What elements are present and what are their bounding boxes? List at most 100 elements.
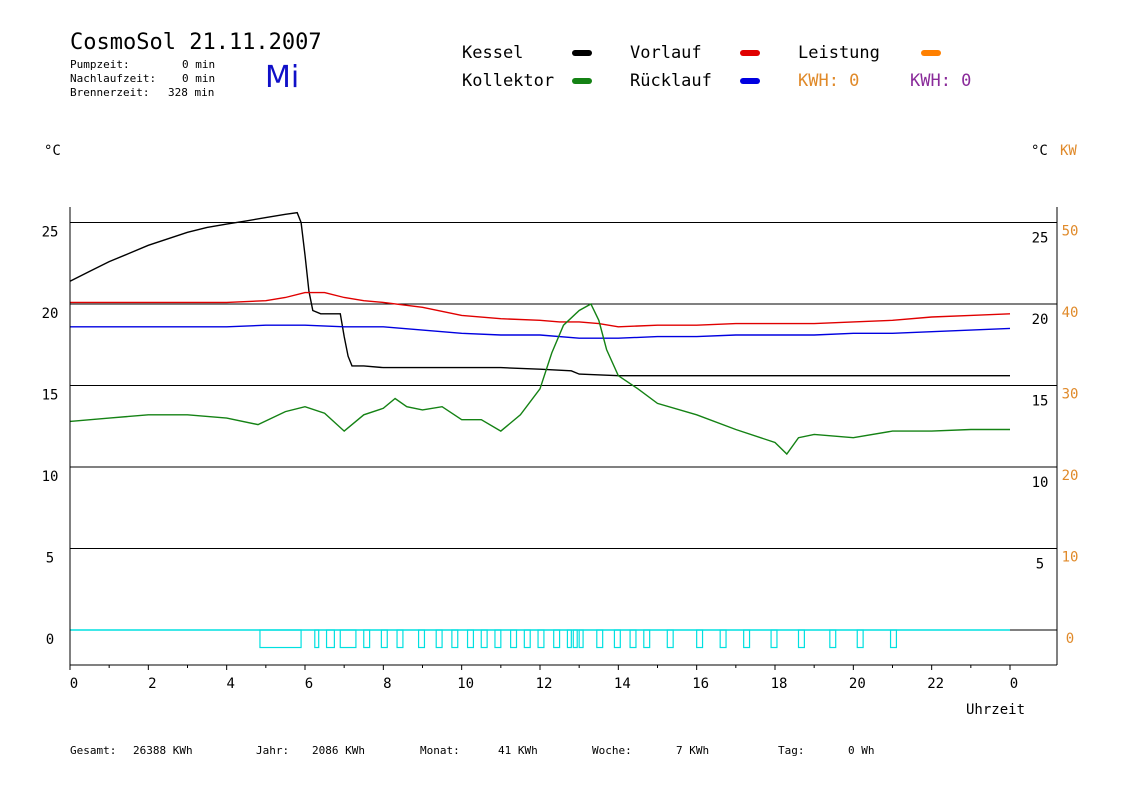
footer-woche-label: Woche: xyxy=(592,744,632,757)
pump-segment xyxy=(417,629,426,649)
x-tick-label: 0 xyxy=(70,676,78,692)
pump-segment xyxy=(770,629,778,649)
pump-segment xyxy=(578,629,584,649)
pump-segment xyxy=(629,629,637,649)
legend-kwh-purple: KWH: 0 xyxy=(910,71,972,91)
legend-kessel-swatch xyxy=(572,50,592,56)
x-tick-label: 8 xyxy=(383,676,391,692)
y-left-tick-label: 25 xyxy=(42,225,59,241)
pump-segment xyxy=(596,629,604,649)
legend-vorlauf-label: Vorlauf xyxy=(630,43,702,63)
pump-segment xyxy=(363,629,371,649)
pump-time-value: 0 min xyxy=(182,58,216,71)
nachlauf-time-label: Nachlaufzeit: xyxy=(70,72,157,85)
pump-segment xyxy=(856,629,864,649)
pump-segment xyxy=(510,629,518,649)
y-right-kw-tick-label: 50 xyxy=(1062,224,1079,240)
legend-vorlauf-swatch xyxy=(740,50,760,56)
legend-kwh-orange: KWH: 0 xyxy=(798,71,860,91)
chart-title: CosmoSol 21.11.2007 xyxy=(70,30,322,55)
legend-leistung-label: Leistung xyxy=(798,43,880,63)
x-tick-label: 14 xyxy=(614,676,631,692)
pump-segment xyxy=(553,629,561,649)
footer-monat-label: Monat: xyxy=(420,744,460,757)
pump-segment xyxy=(259,629,302,649)
legend-ruecklauf-swatch xyxy=(740,78,760,84)
y-left-tick-label: 10 xyxy=(42,469,59,485)
legend-leistung-swatch xyxy=(921,50,941,56)
x-axis-label: Uhrzeit xyxy=(966,702,1026,718)
pump-segment xyxy=(494,629,502,649)
footer-gesamt-value: 26388 KWh xyxy=(133,744,193,757)
pump-segment xyxy=(719,629,727,649)
pump-segment xyxy=(566,629,572,649)
y-right-c-tick-label: 25 xyxy=(1032,231,1049,247)
pump-segment xyxy=(435,629,443,649)
y-right-c-tick-label: 20 xyxy=(1032,312,1049,328)
pump-segment xyxy=(572,629,578,649)
x-tick-label: 20 xyxy=(849,676,866,692)
y-right-c-tick-label: 5 xyxy=(1036,557,1044,573)
x-tick-label: 22 xyxy=(927,676,944,692)
pump-segment xyxy=(696,629,704,649)
x-tick-label: 2 xyxy=(148,676,156,692)
pump-segment xyxy=(523,629,531,649)
footer-tag-value: 0 Wh xyxy=(848,744,875,757)
pump-segment xyxy=(889,629,898,649)
y-left-unit-label: °C xyxy=(44,143,61,159)
pump-segment xyxy=(380,629,388,649)
y-left-tick-label: 0 xyxy=(46,632,54,648)
y-left-tick-label: 15 xyxy=(42,388,59,404)
footer-jahr-value: 2086 KWh xyxy=(312,744,365,757)
weekday-label: Mi xyxy=(265,60,300,95)
footer-tag-label: Tag: xyxy=(778,744,805,757)
x-tick-label: 16 xyxy=(692,676,709,692)
pump-segment xyxy=(314,629,320,649)
x-tick-label: 0 xyxy=(1010,676,1018,692)
footer-monat-value: 41 KWh xyxy=(498,744,538,757)
y-right-unit-label-c: °C xyxy=(1031,143,1048,159)
legend-kollektor-label: Kollektor xyxy=(462,71,555,91)
y-right-kw-tick-label: 40 xyxy=(1062,305,1079,321)
y-left-tick-label: 20 xyxy=(42,306,59,322)
pump-segment xyxy=(666,629,674,649)
y-right-unit-label-kw: KW xyxy=(1060,143,1077,159)
brenner-time-label: Brennerzeit: xyxy=(70,86,150,99)
footer-woche-value: 7 KWh xyxy=(676,744,710,757)
legend-ruecklauf-label: Rücklauf xyxy=(630,71,712,91)
y-right-c-tick-label: 10 xyxy=(1032,475,1049,491)
y-right-c-tick-label: 15 xyxy=(1032,394,1049,410)
y-right-kw-tick-label: 20 xyxy=(1062,468,1079,484)
pump-segment xyxy=(325,629,335,649)
series-rcklauf-line xyxy=(70,324,1011,339)
series-vorlauf-line xyxy=(70,291,1011,328)
y-right-kw-tick-label: 10 xyxy=(1062,550,1079,566)
x-tick-label: 6 xyxy=(305,676,313,692)
pump-segment xyxy=(451,629,459,649)
x-tick-label: 4 xyxy=(226,676,234,692)
y-right-kw-tick-label: 0 xyxy=(1066,631,1074,647)
y-right-kw-tick-label: 30 xyxy=(1062,387,1079,403)
pump-segment xyxy=(339,629,357,649)
pump-segment xyxy=(797,629,805,649)
series-kessel-line xyxy=(69,211,1010,377)
footer-gesamt-label: Gesamt: xyxy=(70,744,117,757)
x-tick-label: 12 xyxy=(536,676,553,692)
y-left-tick-label: 5 xyxy=(46,551,54,567)
legend-kollektor-swatch xyxy=(572,78,592,84)
nachlauf-time-value: 0 min xyxy=(182,72,216,85)
pump-segment xyxy=(480,629,488,649)
x-tick-label: 18 xyxy=(771,676,788,692)
series-kollektor-line xyxy=(69,303,1010,456)
footer-jahr-label: Jahr: xyxy=(256,744,290,757)
pump-segment xyxy=(396,629,404,649)
pump-segment xyxy=(743,629,751,649)
x-tick-label: 10 xyxy=(457,676,474,692)
pump-segment xyxy=(829,629,837,649)
pump-segment xyxy=(466,629,475,649)
pump-time-label: Pumpzeit: xyxy=(70,58,130,71)
legend-kessel-label: Kessel xyxy=(462,43,524,63)
pump-segment xyxy=(537,629,545,649)
brenner-time-value: 328 min xyxy=(168,86,215,99)
